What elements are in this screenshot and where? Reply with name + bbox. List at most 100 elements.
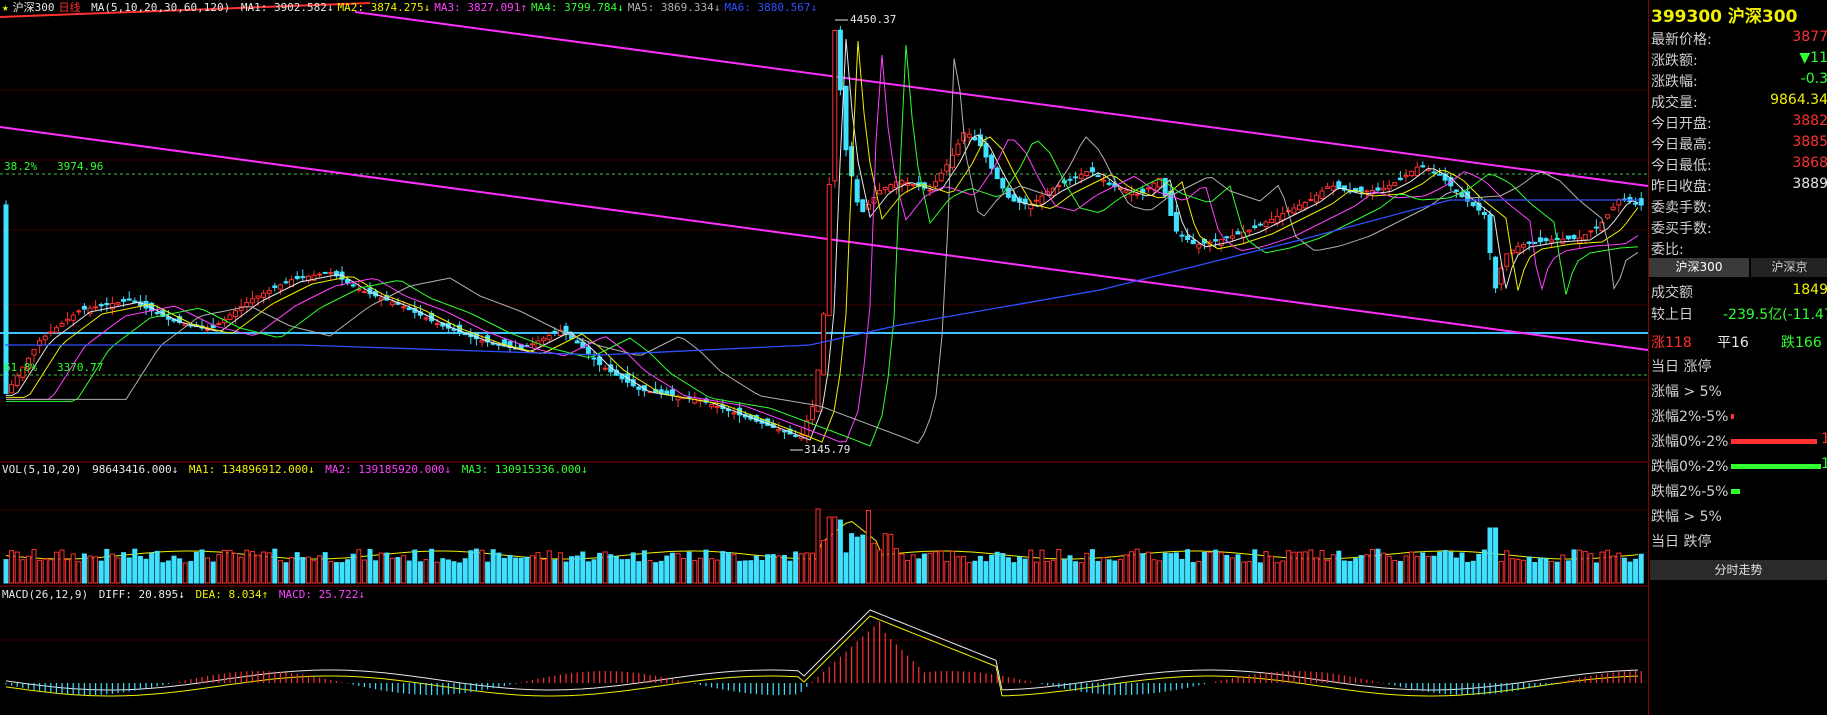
vs-yesterday-row: 较上日 -239.5亿(-11.47 xyxy=(1651,307,1827,323)
candle xyxy=(574,340,580,344)
candle xyxy=(233,310,239,318)
volume-bar xyxy=(809,552,815,584)
trend-line-upper[interactable] xyxy=(354,11,1649,187)
dist-row: 涨幅0%-2% xyxy=(1651,434,1729,450)
candle xyxy=(1431,171,1437,174)
ma-legend-item: MA5: 3869.334↓ xyxy=(627,1,721,14)
volume-bar xyxy=(457,562,463,584)
candle xyxy=(249,298,255,304)
candle xyxy=(154,311,160,315)
candle xyxy=(98,304,104,307)
volume-bar xyxy=(384,552,390,584)
volume-bar xyxy=(647,559,653,584)
volume-bar xyxy=(389,557,395,584)
candle xyxy=(731,412,737,415)
candle xyxy=(126,298,132,301)
candle xyxy=(42,335,48,341)
volume-bar xyxy=(1140,553,1146,584)
ma-line xyxy=(6,54,1639,443)
volume-bar xyxy=(1364,554,1370,584)
quote-row: 成交量: 9864.34 xyxy=(1651,92,1827,111)
candle xyxy=(1420,165,1426,168)
candle xyxy=(1073,176,1079,179)
volume-bar xyxy=(899,553,905,584)
macd-legend: MACD(26,12,9) DIFF: 20.895↓ DEA: 8.034↑ … xyxy=(2,588,369,602)
volume-bar xyxy=(1605,549,1611,584)
candle xyxy=(76,310,82,313)
vol-ma2: MA2: 139185920.000↓ xyxy=(325,463,452,476)
volume-bar xyxy=(328,561,334,584)
volume-bar xyxy=(1117,558,1123,584)
volume-bar xyxy=(1078,562,1084,584)
candle xyxy=(1190,239,1196,245)
candle xyxy=(406,307,412,311)
volume-bar xyxy=(815,508,821,584)
volume-bar xyxy=(462,558,468,584)
volume-bar xyxy=(1431,555,1437,584)
volume-bar xyxy=(1313,557,1319,584)
volume-bar xyxy=(440,558,446,584)
trend-line-lower[interactable] xyxy=(0,126,1649,351)
volume-bar xyxy=(1073,561,1079,584)
candle xyxy=(1605,214,1611,219)
candle xyxy=(1442,173,1448,181)
volume-bar xyxy=(1285,550,1291,584)
candle xyxy=(93,306,99,309)
volume-bar xyxy=(272,548,278,584)
volume-bar xyxy=(182,562,188,584)
candle xyxy=(1196,243,1202,249)
volume-bar xyxy=(1196,561,1202,584)
candle xyxy=(1565,235,1571,240)
volume-bar xyxy=(1263,551,1269,584)
volume-bar xyxy=(529,555,535,584)
candle xyxy=(944,164,950,172)
period-label[interactable]: 日线 xyxy=(58,1,81,14)
volume-bar xyxy=(1207,552,1213,584)
volume-bar xyxy=(1336,550,1342,584)
candle xyxy=(709,403,715,408)
volume-bar xyxy=(1414,555,1420,584)
macd-dea-line xyxy=(5,615,1639,697)
candle xyxy=(434,323,440,326)
volume-bar xyxy=(552,559,558,584)
vol-params: VOL(5,10,20) xyxy=(2,463,82,476)
volume-bar xyxy=(625,559,631,584)
quote-row: 委买手数: xyxy=(1651,221,1712,237)
candle xyxy=(1554,237,1560,241)
volume-bar xyxy=(686,551,692,584)
volume-bar xyxy=(87,555,93,584)
macd-params: MACD(26,12,9) xyxy=(2,588,89,601)
tab-hs300[interactable]: 沪深300 xyxy=(1649,258,1749,277)
ma-params: MA(5,10,20,30,60,120) xyxy=(91,1,231,14)
volume-bar xyxy=(821,539,827,584)
candle xyxy=(1280,213,1286,221)
volume-bar xyxy=(350,553,356,584)
ma-legend-item: MA2: 3874.275↓ xyxy=(337,1,431,14)
volume-bar xyxy=(1381,552,1387,584)
star-icon[interactable]: ★ xyxy=(2,1,9,14)
volume-legend: VOL(5,10,20) 98643416.000↓ MA1: 13489691… xyxy=(2,463,592,477)
volume-bar xyxy=(14,551,20,584)
trend-line-top[interactable] xyxy=(0,2,371,18)
volume-bar xyxy=(1005,557,1011,584)
volume-bar xyxy=(121,552,127,584)
volume-bar xyxy=(1067,555,1073,584)
volume-bar xyxy=(1235,554,1241,584)
tab-hsj[interactable]: 沪深京 xyxy=(1751,258,1827,277)
volume-bar xyxy=(143,558,149,584)
intraday-button[interactable]: 分时走势 xyxy=(1650,560,1827,580)
candle xyxy=(25,357,31,370)
fib-61-label: 61.8% 3370.77 xyxy=(4,361,104,374)
candle xyxy=(1101,179,1107,182)
volume-bar xyxy=(983,561,989,584)
volume-bar xyxy=(961,555,967,584)
volume-bar xyxy=(31,548,37,584)
volume-bar xyxy=(1437,551,1443,584)
volume-bar xyxy=(826,516,832,584)
volume-bar xyxy=(597,552,603,584)
candle xyxy=(541,337,547,342)
volume-bar xyxy=(1498,560,1504,584)
volume-bar xyxy=(1515,558,1521,584)
volume-bar xyxy=(1297,551,1303,584)
